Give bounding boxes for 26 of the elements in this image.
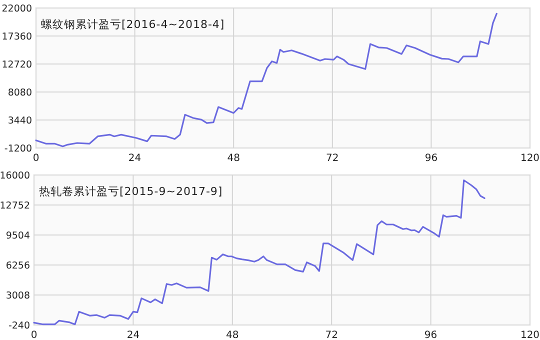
x-tick-label: 120 (520, 153, 540, 164)
y-tick-label: 3440 (8, 116, 32, 126)
y-tick-label: -240 (8, 320, 30, 332)
x-tick-label: 120 (520, 330, 540, 340)
y-tick-label: 22000 (2, 4, 32, 14)
y-tick-label: 3008 (6, 290, 30, 302)
x-tick-label: 48 (227, 153, 240, 164)
x-tick-label: 0 (32, 153, 40, 164)
x-tick-label: 24 (128, 153, 142, 164)
y-tick-label: 9504 (6, 230, 30, 242)
y-tick-label: 12752 (0, 200, 30, 212)
y-tick-label: 17360 (2, 32, 32, 42)
x-tick-label: 48 (226, 330, 239, 340)
y-tick-label: 16000 (0, 170, 30, 182)
x-tick-label: 24 (126, 330, 140, 340)
x-tick-label: 72 (325, 330, 338, 340)
x-tick-label: 96 (424, 153, 438, 164)
x-tick-label: 72 (326, 153, 339, 164)
y-tick-label: 8080 (8, 88, 32, 98)
y-tick-label: 6256 (6, 260, 30, 272)
y-tick-label: 12720 (2, 60, 32, 70)
x-tick-label: 96 (424, 330, 438, 340)
x-tick-label: 0 (30, 330, 38, 340)
text: 热轧卷累计盈亏[2015-9~2017-9] (39, 185, 223, 198)
text: 螺纹钢累计盈亏[2016-4~2018-4] (41, 18, 225, 31)
y-tick-label: -1200 (4, 144, 32, 154)
